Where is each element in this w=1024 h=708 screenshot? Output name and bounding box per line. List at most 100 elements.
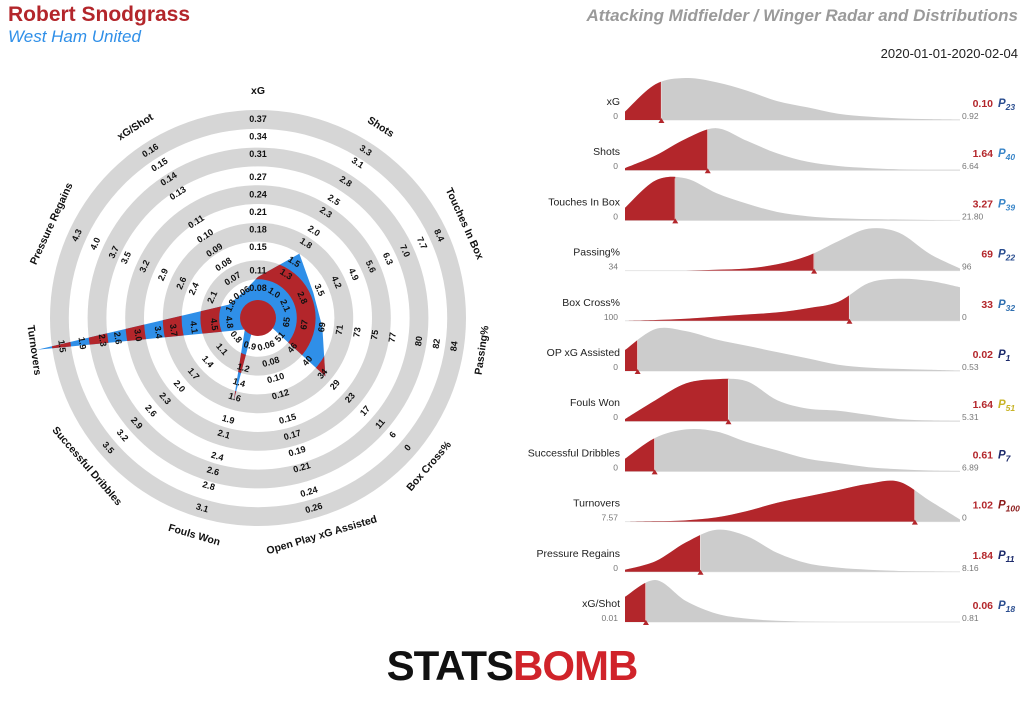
distribution-row: OP xG Assisted 0 0.530.02 P1 <box>547 327 1011 374</box>
radar-tick-label: 51 <box>273 330 287 344</box>
radar-tick-label: 4.3 <box>70 227 84 243</box>
radar-tick-label: 3.1 <box>195 501 210 514</box>
density-area-below <box>625 176 676 221</box>
radar-tick-label: 0.15 <box>249 242 267 252</box>
radar-tick-label: 71 <box>334 324 345 335</box>
radar-tick-label: 0.9 <box>242 339 257 352</box>
radar-tick-label: 0.34 <box>249 131 267 141</box>
radar-tick-label: 0.24 <box>249 190 267 200</box>
radar-tick-label: 29 <box>328 378 342 392</box>
distribution-row: Pressure Regains 0 8.161.84 P11 <box>537 529 1015 575</box>
row-label: OP xG Assisted <box>547 347 620 359</box>
radar-axis-label: xG <box>251 85 265 97</box>
radar-tick-label: 0.31 <box>249 149 267 159</box>
distribution-row: Touches In Box 0 21.803.27 P39 <box>548 176 1015 224</box>
radar-center <box>240 300 276 336</box>
range-max: 0.53 <box>962 362 979 372</box>
radar-tick-label: 2.4 <box>210 450 225 463</box>
logo: STATSBOMB <box>387 642 638 689</box>
range-min: 0 <box>613 161 618 171</box>
radar-tick-label: 0 <box>402 442 413 452</box>
row-label: Fouls Won <box>570 397 620 409</box>
density-area <box>625 77 960 120</box>
row-label: Passing% <box>573 247 620 259</box>
distribution-row: Shots 0 6.641.64 P40 <box>593 128 1015 174</box>
radar-tick-label: 3.2 <box>137 258 151 274</box>
percentile: P39 <box>998 198 1015 212</box>
radar-tick-label: 2.8 <box>295 290 309 306</box>
density-area <box>625 278 960 321</box>
radar-tick-label: 7.7 <box>415 235 429 251</box>
range-min: 0 <box>613 412 618 422</box>
radar-tick-label: 84 <box>448 341 459 352</box>
player-value: 0.06 <box>973 600 994 612</box>
player-value: 3.27 <box>973 198 994 210</box>
percentile: P1 <box>998 349 1011 363</box>
page-title: Attacking Midfielder / Winger Radar and … <box>586 6 1019 25</box>
row-label: Successful Dribbles <box>528 447 620 459</box>
value-marker <box>651 469 658 475</box>
distribution-row: Successful Dribbles 0 6.890.61 P7 <box>528 428 1012 475</box>
radar-tick-label: 4.0 <box>88 236 102 252</box>
percentile: P18 <box>998 600 1015 614</box>
density-area-below <box>625 339 638 371</box>
density-area-below <box>625 378 729 422</box>
radar-tick-label: 1.5 <box>56 339 68 353</box>
radar-tick-label: 82 <box>431 338 442 349</box>
density-area-below <box>625 582 646 622</box>
radar-tick-label: 0.18 <box>249 225 267 235</box>
range-max: 0.81 <box>962 613 979 623</box>
range-min: 7.57 <box>601 513 618 523</box>
value-marker <box>658 118 665 123</box>
radar-tick-label: 0.37 <box>249 114 267 124</box>
radar-tick-label: 2.6 <box>174 275 188 291</box>
radar-tick-label: 23 <box>343 391 357 405</box>
radar-tick-label: 3.7 <box>168 323 180 337</box>
date-range: 2020-01-01-2020-02-04 <box>881 46 1018 61</box>
range-min: 0.01 <box>601 613 618 623</box>
team-name: West Ham United <box>8 27 141 46</box>
radar-tick-label: 6 <box>387 429 398 439</box>
range-max: 21.80 <box>962 211 984 221</box>
radar-tick-label: 0.21 <box>292 460 312 475</box>
player-name: Robert Snodgrass <box>8 3 190 26</box>
radar-tick-label: 4.8 <box>224 315 236 329</box>
value-marker <box>704 168 711 174</box>
density-area <box>625 128 960 171</box>
radar-tick-label: 0.06 <box>256 338 276 353</box>
player-value: 1.02 <box>973 500 994 512</box>
percentile: P40 <box>998 148 1015 162</box>
radar-tick-label: 8.4 <box>432 227 446 243</box>
range-max: 5.31 <box>962 412 979 422</box>
percentile: P23 <box>998 98 1015 112</box>
player-value: 1.84 <box>973 550 994 562</box>
radar-tick-label: 0.21 <box>249 207 267 217</box>
radar-tick-label: 5.6 <box>364 259 378 275</box>
range-min: 0 <box>613 111 618 121</box>
range-max: 6.89 <box>962 462 979 472</box>
radar-tick-label: 75 <box>369 329 380 340</box>
radar-tick-label: 0.08 <box>261 355 281 370</box>
value-marker <box>672 218 679 224</box>
radar-tick-label: 77 <box>387 332 398 343</box>
density-area-below <box>625 480 915 522</box>
radar-tick-label: 4.1 <box>188 320 200 334</box>
density-area-below <box>625 81 662 120</box>
radar-tick-label: 73 <box>351 327 362 338</box>
density-area <box>625 529 960 572</box>
radar-tick-label: 40 <box>300 354 314 368</box>
density-area <box>625 176 960 221</box>
radar-tick-label: 4.2 <box>329 274 343 290</box>
value-marker <box>725 419 732 425</box>
radar-tick-label: 0.15 <box>278 411 298 426</box>
density-area-below <box>625 438 655 472</box>
radar-tick-label: 2.1 <box>216 428 231 441</box>
distribution-row: xG 0 0.920.10 P23 <box>607 77 1015 123</box>
radar-tick-label: 0.12 <box>271 387 291 402</box>
player-value: 1.64 <box>973 148 994 160</box>
radar-tick-label: 1.9 <box>77 336 89 350</box>
radar-tick-label: 1.9 <box>221 413 236 426</box>
player-value: 0.10 <box>973 98 994 110</box>
percentile: P7 <box>998 449 1012 463</box>
